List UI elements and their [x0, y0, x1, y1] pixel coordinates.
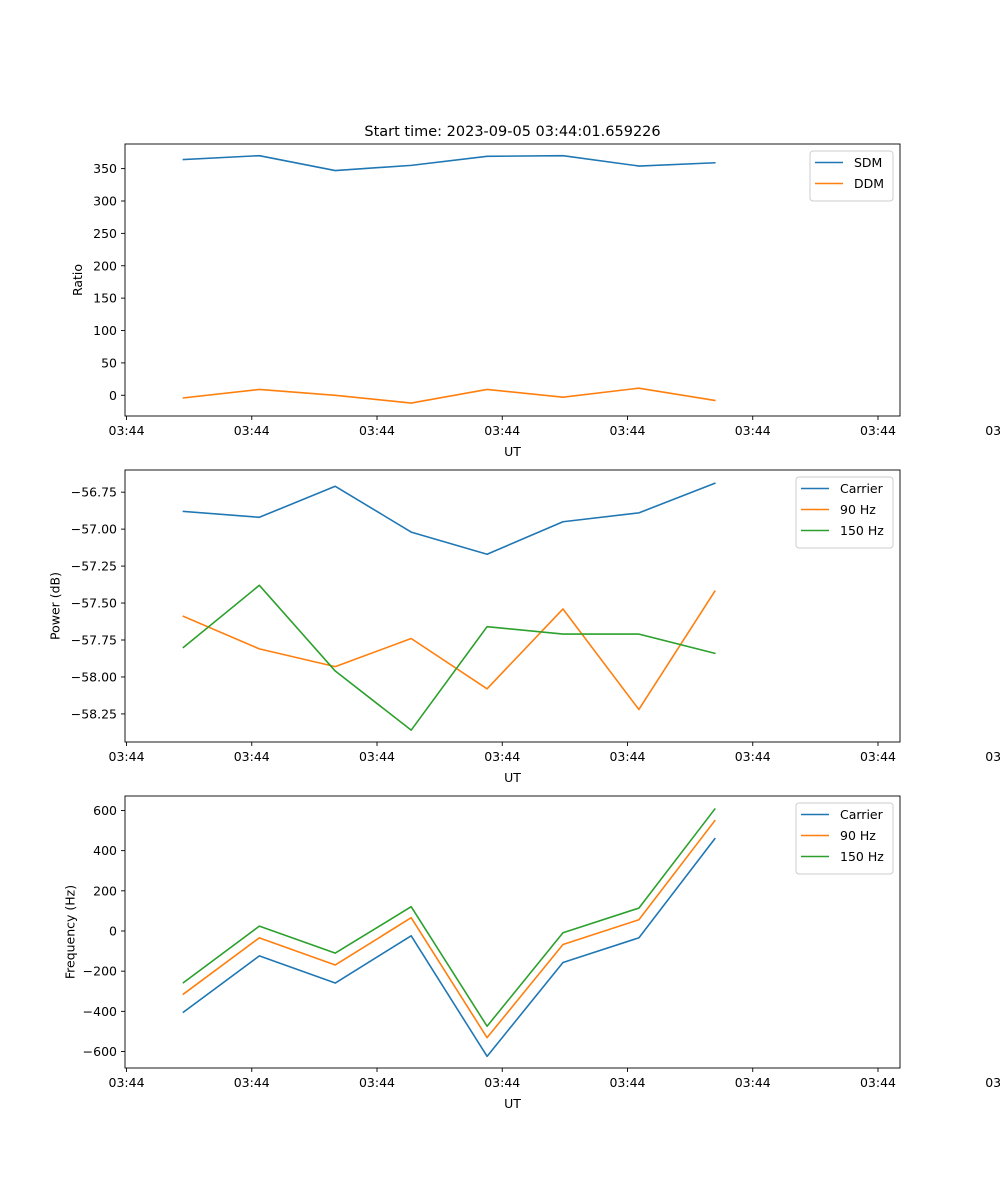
x-tick-label: 03:44	[609, 1075, 645, 1090]
legend-label: 150 Hz	[840, 849, 884, 864]
x-tick-label: 03:44	[359, 749, 395, 764]
series-line-150-hz	[182, 584, 716, 731]
x-tick-label: 03:44	[484, 749, 520, 764]
legend: Carrier 90 Hz 150 Hz	[795, 802, 894, 875]
series-line-carrier	[182, 837, 716, 1058]
chart-2: 03:44 03:44 03:44 03:44 03:44 03:44 03:44 03:45…	[47, 469, 1000, 785]
x-tick-label: 03:44	[234, 423, 270, 438]
chart-3: 03:44 03:44 03:44 03:44 03:44 03:44 03:44 03:45…	[63, 795, 1000, 1111]
x-tick-label: 03:44	[109, 1075, 145, 1090]
x-tick-label: 03:44	[109, 423, 145, 438]
y-tick-label: 600	[93, 803, 117, 818]
x-tick-label: 03:45	[985, 1075, 1000, 1090]
series-line-sdm	[182, 154, 716, 172]
x-tick-label: 03:44	[609, 749, 645, 764]
y-tick-label: 400	[93, 843, 117, 858]
y-tick-label: −57.00	[71, 522, 117, 537]
x-tick-label: 03:45	[985, 423, 1000, 438]
legend-label: 90 Hz	[840, 828, 876, 843]
y-tick-label: −400	[83, 1004, 117, 1019]
y-tick-label: 350	[93, 161, 117, 176]
axes-frame	[124, 143, 901, 417]
y-tick-label: −57.25	[71, 559, 117, 574]
y-tick-label: −56.75	[71, 485, 117, 500]
y-tick-label: −58.00	[71, 669, 117, 684]
x-tick-label: 03:44	[234, 1075, 270, 1090]
y-tick-label: −58.25	[71, 706, 117, 721]
x-tick-label: 03:44	[735, 423, 771, 438]
legend-label: DDM	[854, 176, 884, 191]
y-tick-label: 250	[93, 226, 117, 241]
x-tick-label: 03:44	[484, 1075, 520, 1090]
y-axis-label: Frequency (Hz)	[63, 885, 78, 979]
legend-label: SDM	[854, 155, 882, 170]
axes-frame	[124, 469, 901, 743]
x-tick-label: 03:44	[109, 749, 145, 764]
legend: Carrier 90 Hz 150 Hz	[795, 476, 894, 549]
axes-frame	[124, 795, 901, 1069]
x-tick-label: 03:44	[860, 1075, 896, 1090]
y-tick-label: 300	[93, 193, 117, 208]
y-tick-label: 0	[109, 923, 117, 938]
chart-1: 03:44 03:44 03:44 03:44 03:44 03:44 03:44 03:45…	[70, 143, 1000, 459]
y-tick-label: 150	[93, 291, 117, 306]
y-tick-label: 200	[93, 883, 117, 898]
y-tick-label: −200	[83, 964, 117, 979]
x-axis-label: UT	[504, 444, 521, 459]
y-tick-label: −57.50	[71, 596, 117, 611]
x-tick-label: 03:44	[735, 749, 771, 764]
y-axis-label: Power (dB)	[47, 572, 62, 640]
series-line-carrier	[182, 482, 716, 556]
x-tick-label: 03:44	[359, 1075, 395, 1090]
y-tick-label: 100	[93, 323, 117, 338]
legend-label: 90 Hz	[840, 502, 876, 517]
x-tick-label: 03:44	[484, 423, 520, 438]
series-line-90-hz	[182, 819, 716, 1039]
y-tick-label: −600	[83, 1044, 117, 1059]
series-line-90-hz	[182, 590, 716, 711]
legend-box	[809, 150, 894, 202]
y-tick-label: 50	[101, 355, 117, 370]
y-tick-label: 200	[93, 258, 117, 273]
y-axis-label: Ratio	[70, 264, 85, 296]
x-tick-label: 03:44	[609, 423, 645, 438]
x-tick-label: 03:45	[985, 749, 1000, 764]
x-tick-label: 03:44	[359, 423, 395, 438]
y-tick-label: −57.75	[71, 633, 117, 648]
y-tick-label: 0	[109, 388, 117, 403]
legend-label: Carrier	[840, 481, 884, 496]
x-tick-label: 03:44	[735, 1075, 771, 1090]
x-tick-label: 03:44	[234, 749, 270, 764]
legend-label: 150 Hz	[840, 523, 884, 538]
x-tick-label: 03:44	[860, 749, 896, 764]
series-line-ddm	[182, 387, 716, 404]
legend: SDM DDM	[809, 150, 894, 202]
x-axis-label: UT	[504, 770, 521, 785]
x-tick-label: 03:44	[860, 423, 896, 438]
series-line-150-hz	[182, 807, 716, 1028]
x-axis-label: UT	[504, 1096, 521, 1111]
legend-label: Carrier	[840, 807, 884, 822]
figure-title: Start time: 2023-09-05 03:44:01.659226	[364, 124, 660, 140]
